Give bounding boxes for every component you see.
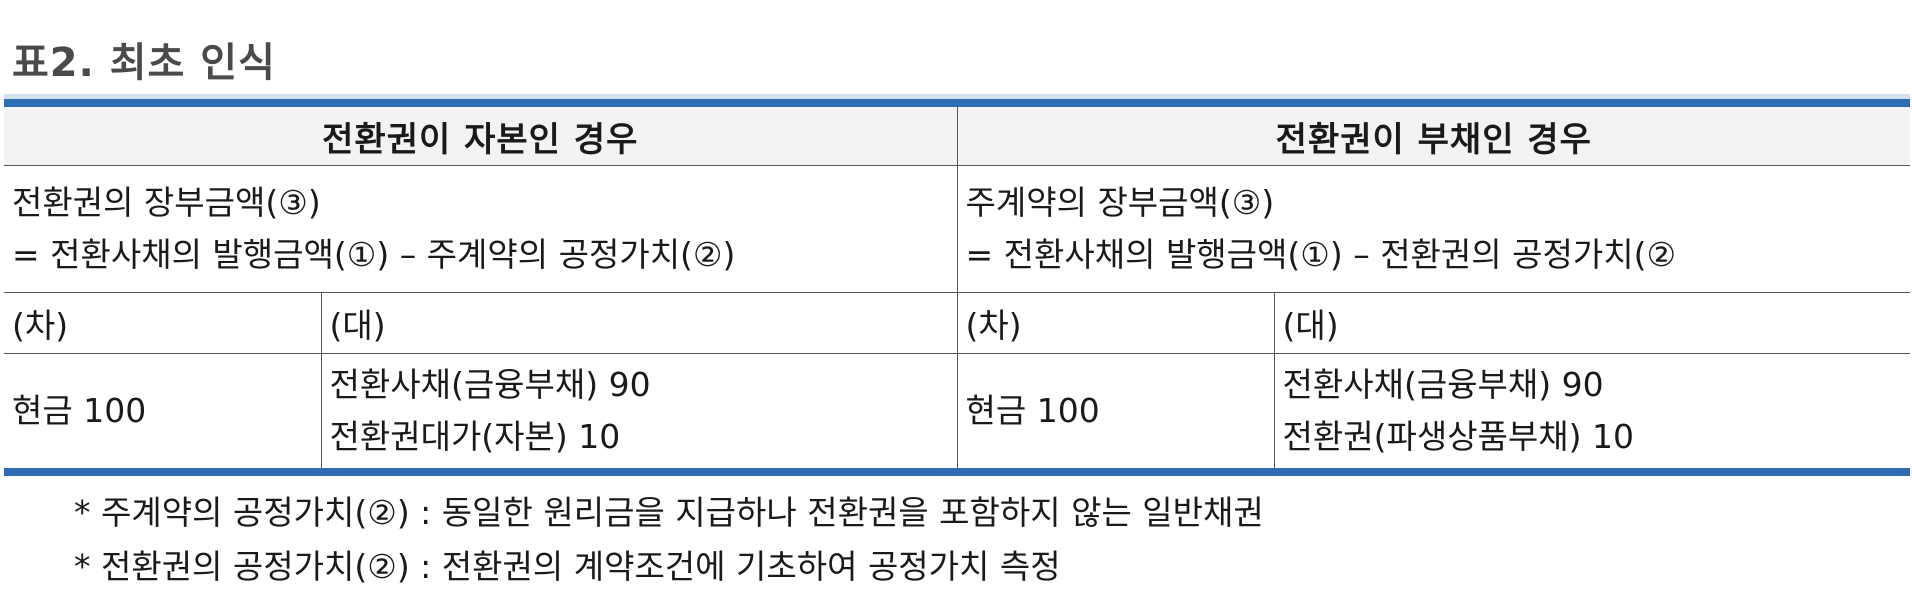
formula-equity-line-2: = 전환사채의 발행금액(①) – 주계약의 공정가치(②) xyxy=(12,235,736,274)
header-liability-case: 전환권이 부채인 경우 xyxy=(956,107,1911,166)
debit-entry-equity: 현금 100 xyxy=(4,353,322,468)
debit-label-liability: (차) xyxy=(956,292,1275,354)
top-thin-rule xyxy=(4,94,1910,99)
journal-entry-row: 현금 100 전환사채(금융부채) 90 전환권대가(자본) 10 현금 100… xyxy=(4,353,1911,468)
credit-entry-equity-line-1: 전환사채(금융부채) 90 xyxy=(329,365,651,404)
credit-label-equity: (대) xyxy=(320,292,958,354)
formula-liability-line-2: = 전환사채의 발행금액(①) – 전환권의 공정가치(② xyxy=(965,235,1677,274)
formula-row: 전환권의 장부금액(③) = 전환사채의 발행금액(①) – 주계약의 공정가치… xyxy=(4,165,1911,293)
formula-liability-case: 주계약의 장부금액(③) = 전환사채의 발행금액(①) – 전환권의 공정가치… xyxy=(956,165,1911,293)
formula-equity-line-1: 전환권의 장부금액(③) xyxy=(12,183,321,222)
credit-entry-liability-line-1: 전환사채(금융부채) 90 xyxy=(1282,365,1604,404)
debit-entry-liability: 현금 100 xyxy=(956,353,1275,468)
debit-label-equity: (차) xyxy=(4,292,322,354)
footnotes: * 주계약의 공정가치(②) : 동일한 원리금을 지급하나 전환권을 포함하지… xyxy=(74,486,1264,594)
table-title: 표2. 최초 인식 xyxy=(12,40,276,86)
footnote-host-fair-value: * 주계약의 공정가치(②) : 동일한 원리금을 지급하나 전환권을 포함하지… xyxy=(74,493,1264,532)
journal-table: 전환권이 자본인 경우 전환권이 부채인 경우 전환권의 장부금액(③) = 전… xyxy=(4,107,1911,468)
credit-entry-equity-line-2: 전환권대가(자본) 10 xyxy=(329,417,621,456)
credit-entry-equity: 전환사채(금융부채) 90 전환권대가(자본) 10 xyxy=(320,353,958,468)
credit-label-liability: (대) xyxy=(1273,292,1911,354)
header-row: 전환권이 자본인 경우 전환권이 부채인 경우 xyxy=(4,107,1911,166)
debit-credit-label-row: (차) (대) (차) (대) xyxy=(4,292,1911,354)
header-equity-case: 전환권이 자본인 경우 xyxy=(4,107,958,166)
bottom-thick-rule xyxy=(4,468,1910,476)
initial-recognition-table: 전환권이 자본인 경우 전환권이 부채인 경우 전환권의 장부금액(③) = 전… xyxy=(4,94,1911,476)
credit-entry-liability: 전환사채(금융부채) 90 전환권(파생상품부채) 10 xyxy=(1273,353,1911,468)
formula-liability-line-1: 주계약의 장부금액(③) xyxy=(965,183,1275,222)
credit-entry-liability-line-2: 전환권(파생상품부채) 10 xyxy=(1282,417,1634,456)
footnote-option-fair-value: * 전환권의 공정가치(②) : 전환권의 계약조건에 기초하여 공정가치 측정 xyxy=(74,547,1061,586)
top-thick-rule xyxy=(4,99,1910,107)
formula-equity-case: 전환권의 장부금액(③) = 전환사채의 발행금액(①) – 주계약의 공정가치… xyxy=(4,165,958,293)
